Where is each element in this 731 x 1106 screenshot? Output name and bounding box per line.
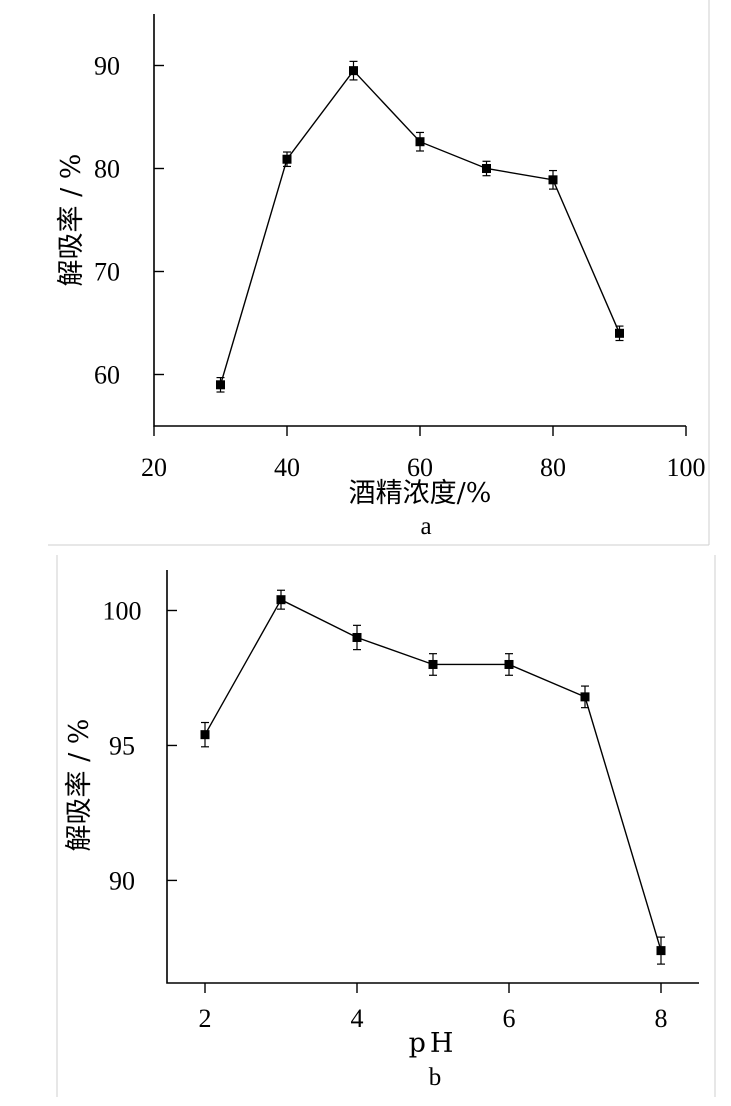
panel-a-sublabel: a — [420, 513, 431, 540]
x-tick-label: 4 — [351, 1004, 364, 1033]
x-tick-label: 20 — [141, 453, 167, 482]
data-point — [415, 137, 425, 147]
y-tick-label: 90 — [109, 866, 135, 895]
panel-b-sublabel: b — [429, 1064, 442, 1091]
data-point — [216, 380, 225, 390]
chart-panel-a: 20 40 60 80 100 60 70 80 90 解吸率 / % 酒精浓度/% a — [56, 14, 706, 540]
y-tick-label: 80 — [94, 155, 120, 184]
y-tick-label: 70 — [94, 258, 120, 287]
data-point — [482, 164, 491, 173]
data-point — [548, 175, 558, 185]
data-point — [276, 595, 286, 605]
panel-b-xlabel: pH — [409, 1028, 458, 1059]
panel-a-ylabel: 解吸率 / % — [56, 154, 87, 287]
series-line — [219, 69, 621, 385]
x-tick-label: 8 — [655, 1004, 668, 1033]
panel-a-axes — [153, 14, 686, 427]
y-tick-label: 90 — [94, 52, 120, 81]
panel-b-axes — [166, 570, 699, 984]
y-tick-label: 100 — [103, 596, 142, 625]
x-tick-label: 6 — [503, 1004, 516, 1033]
x-tick-label: 40 — [274, 453, 300, 482]
panel-a-marks — [216, 60, 624, 393]
x-tick-label: 60 — [407, 453, 433, 482]
series-line — [204, 598, 662, 951]
data-point — [504, 659, 514, 669]
panel-a-xlabel: 酒精浓度/% — [349, 478, 492, 509]
data-point — [656, 946, 666, 956]
panel-b-ylabel: 解吸率 / % — [64, 719, 95, 852]
y-tick-label: 95 — [109, 731, 135, 760]
chart-panel-b: 2 4 6 8 90 95 100 解吸率 / % pH b — [64, 570, 699, 1091]
data-point — [428, 659, 438, 669]
data-point — [349, 66, 358, 76]
panel-a-ticks: 20 40 60 80 100 60 70 80 90 — [94, 52, 706, 483]
data-point — [200, 730, 210, 740]
x-tick-label: 100 — [667, 453, 706, 482]
data-point — [580, 692, 590, 702]
x-tick-label: 2 — [199, 1004, 212, 1033]
y-tick-label: 60 — [94, 361, 120, 390]
panel-b-marks — [200, 589, 666, 965]
data-point — [615, 328, 624, 338]
data-point — [352, 632, 362, 642]
data-point — [282, 154, 292, 164]
x-tick-label: 80 — [540, 453, 566, 482]
panel-b-ticks: 2 4 6 8 90 95 100 — [103, 596, 668, 1033]
